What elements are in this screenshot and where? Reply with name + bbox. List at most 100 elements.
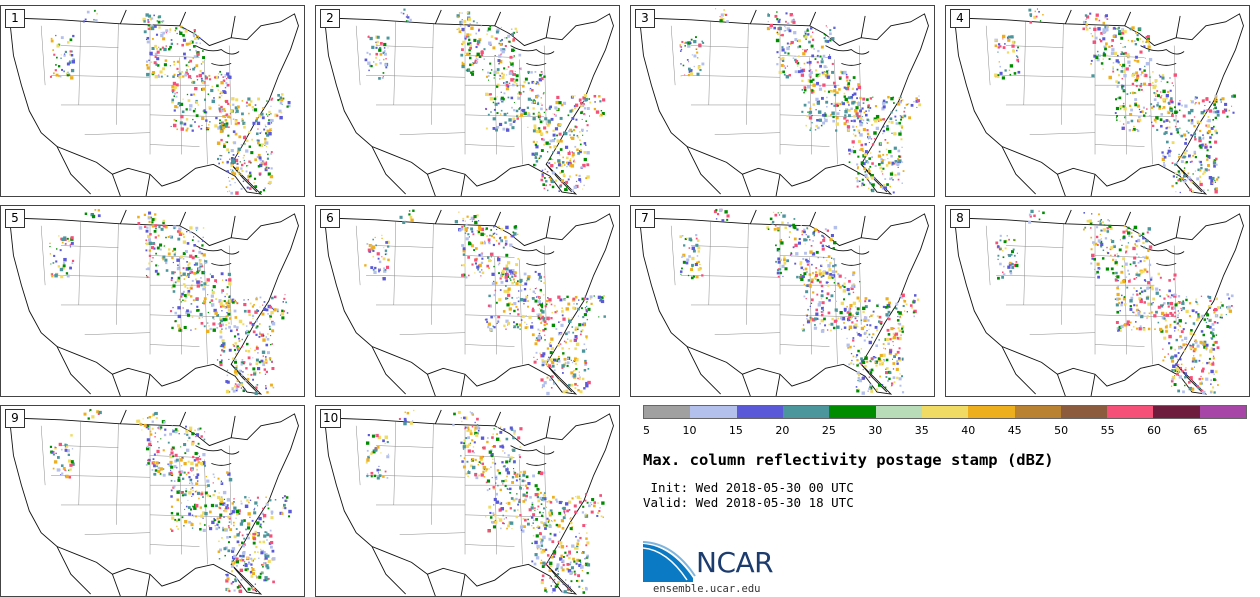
coastline xyxy=(119,409,236,438)
state-borders xyxy=(40,21,232,165)
state-borders xyxy=(355,421,547,565)
valid-time: Valid: Wed 2018-05-30 18 UTC xyxy=(643,495,854,510)
coastline xyxy=(56,546,151,596)
coastline xyxy=(119,209,236,238)
colorbar-segment xyxy=(1014,406,1061,418)
state-borders xyxy=(355,221,547,365)
coastline xyxy=(56,346,151,396)
colorbar-tick-label: 55 xyxy=(1100,424,1115,437)
colorbar-tick-label: 20 xyxy=(775,424,790,437)
reflectivity-map xyxy=(954,209,1244,396)
state-borders xyxy=(40,221,232,365)
postage-stamp-panel: 1 xyxy=(0,5,305,197)
colorbar-tick-label: 25 xyxy=(821,424,836,437)
reflectivity-map xyxy=(324,209,614,396)
figure-title: Max. column reflectivity postage stamp (… xyxy=(643,451,1054,469)
reflectivity-echoes xyxy=(364,8,606,193)
reflectivity-map xyxy=(954,8,1244,196)
coastline xyxy=(195,45,240,66)
colorbar-segment xyxy=(1060,406,1108,418)
panel-number: 2 xyxy=(320,9,340,28)
coastline xyxy=(1001,146,1096,196)
panel-number: 6 xyxy=(320,209,340,228)
ncar-logo-icon xyxy=(643,541,696,582)
colorbar-tick-label: 50 xyxy=(1054,424,1069,437)
coastline xyxy=(954,213,1244,395)
coastline xyxy=(510,245,555,266)
coastline xyxy=(825,45,870,66)
coastline xyxy=(1064,209,1181,238)
postage-stamp-panel: 4 xyxy=(945,5,1250,197)
panel-number: 8 xyxy=(950,209,970,228)
panel-number: 5 xyxy=(5,209,25,228)
coastline xyxy=(1140,45,1185,66)
reflectivity-echoes xyxy=(365,409,605,594)
colorbar-segment xyxy=(968,406,1015,418)
postage-stamp-panel: 8 xyxy=(945,205,1250,397)
state-borders xyxy=(985,21,1177,165)
colorbar-tick-label: 5 xyxy=(643,424,650,437)
coastline xyxy=(825,245,870,266)
coastline xyxy=(749,209,866,238)
colorbar-segment xyxy=(736,406,783,418)
logo-text: NCAR xyxy=(696,546,774,579)
postage-stamp-panel: 7 xyxy=(630,205,935,397)
colorbar-tick-label: 35 xyxy=(914,424,929,437)
reflectivity-echoes xyxy=(364,209,606,396)
postage-stamp-panel: 6 xyxy=(315,205,620,397)
state-borders xyxy=(985,221,1177,365)
coastline xyxy=(195,445,240,466)
postage-stamp-panel: 2 xyxy=(315,5,620,197)
coastline xyxy=(510,45,555,66)
coastline xyxy=(371,146,466,196)
coastline xyxy=(230,164,258,193)
colorbar-tick-label: 45 xyxy=(1007,424,1022,437)
postage-stamp-panel: 9 xyxy=(0,405,305,597)
panel-number: 3 xyxy=(635,9,655,28)
coastline xyxy=(545,364,573,393)
coastline xyxy=(1001,346,1096,396)
postage-stamp-panel: 3 xyxy=(630,5,935,197)
init-time: Init: Wed 2018-05-30 00 UTC xyxy=(643,480,854,495)
colorbar-tick-label: 65 xyxy=(1193,424,1208,437)
reflectivity-echoes xyxy=(994,8,1236,194)
state-borders xyxy=(670,221,862,365)
reflectivity-map xyxy=(9,408,299,596)
colorbar-tick-label: 40 xyxy=(961,424,976,437)
colorbar xyxy=(643,405,1247,419)
reflectivity-map xyxy=(639,8,929,196)
state-borders xyxy=(670,21,862,165)
reflectivity-map xyxy=(324,8,614,196)
logo-url: ensemble.ucar.edu xyxy=(653,583,761,595)
coastline xyxy=(434,9,551,38)
reflectivity-map xyxy=(639,208,929,396)
colorbar-tick-label: 60 xyxy=(1147,424,1162,437)
reflectivity-echoes xyxy=(49,408,292,594)
coastline xyxy=(324,413,614,595)
colorbar-segment xyxy=(690,406,737,418)
coastline xyxy=(195,245,240,266)
colorbar-segment xyxy=(644,406,691,418)
reflectivity-map xyxy=(9,209,299,396)
panel-number: 10 xyxy=(320,409,342,428)
colorbar-segment xyxy=(1153,406,1200,418)
coastline xyxy=(119,9,236,38)
reflectivity-echoes xyxy=(679,8,922,194)
colorbar-segment xyxy=(1199,406,1247,418)
panel-number: 4 xyxy=(950,9,970,28)
panel-number: 1 xyxy=(5,9,25,28)
panel-number: 9 xyxy=(5,409,25,428)
coastline xyxy=(371,346,466,396)
colorbar-ticks: 5 10 15 20 25 30 35 40 45 50 55 60 65 xyxy=(643,424,1247,438)
coastline xyxy=(686,146,781,196)
coastline xyxy=(686,346,781,396)
reflectivity-echoes xyxy=(995,209,1234,395)
coastline xyxy=(434,209,551,238)
postage-stamp-panel: 5 xyxy=(0,205,305,397)
reflectivity-echoes xyxy=(49,209,289,396)
coastline xyxy=(434,409,551,438)
colorbar-tick-label: 10 xyxy=(682,424,697,437)
reflectivity-map xyxy=(324,409,614,596)
coastline xyxy=(56,146,151,196)
colorbar-segment xyxy=(1107,406,1154,418)
